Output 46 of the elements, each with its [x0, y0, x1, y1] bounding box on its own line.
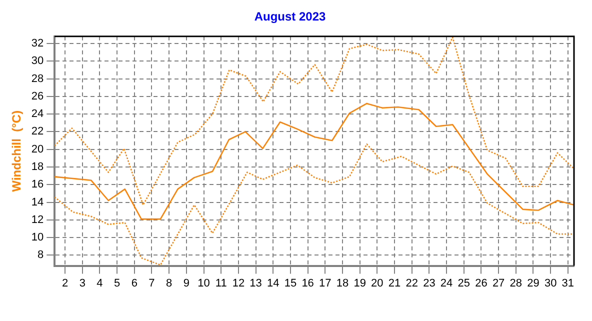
- y-tick-label: 16: [31, 178, 44, 191]
- y-tick-label: 10: [31, 232, 44, 244]
- x-tick-label: 14: [267, 277, 280, 290]
- x-tick-label: 2: [62, 277, 68, 290]
- y-tick-label: 24: [31, 108, 44, 120]
- x-tick-label: 7: [148, 277, 155, 290]
- y-tick-label: 14: [31, 196, 44, 208]
- x-tick-label: 20: [371, 277, 384, 290]
- line-series: [54, 36, 574, 206]
- x-tick-label: 4: [96, 277, 103, 290]
- x-tick-label: 5: [114, 277, 120, 290]
- y-tick-label: 12: [31, 214, 44, 226]
- x-tick-label: 23: [423, 277, 436, 290]
- x-tick-label: 15: [284, 277, 297, 290]
- y-axis-title: Windchill (°C): [10, 110, 24, 192]
- y-tick-label: 28: [31, 72, 44, 85]
- y-tick-label: 8: [38, 249, 44, 262]
- x-tick-label: 3: [79, 277, 86, 290]
- x-tick-label: 17: [319, 277, 332, 290]
- x-tick-label: 8: [166, 277, 172, 290]
- y-tick-label: 20: [31, 143, 44, 156]
- y-tick-label: 26: [31, 90, 44, 102]
- x-tick-label: 10: [198, 277, 210, 290]
- x-tick-label: 26: [475, 277, 488, 290]
- x-tick-label: 18: [336, 277, 349, 290]
- x-tick-label: 16: [302, 277, 314, 290]
- x-tick-label: 11: [215, 277, 227, 290]
- y-tick-label: 32: [31, 37, 44, 50]
- x-tick-label: 28: [510, 277, 522, 290]
- x-tick-label: 9: [183, 277, 190, 290]
- x-tick-label: 29: [527, 277, 540, 290]
- x-tick-label: 22: [406, 277, 418, 290]
- y-tick-label: 22: [31, 126, 44, 138]
- x-tick-label: 31: [562, 277, 574, 290]
- x-tick-label: 21: [388, 277, 401, 290]
- y-tick-label: 30: [31, 55, 44, 68]
- chart-title: August 2023: [254, 10, 326, 24]
- x-tick-label: 13: [250, 277, 262, 290]
- x-tick-label: 27: [492, 277, 505, 290]
- x-tick-label: 25: [458, 277, 470, 290]
- x-tick-label: 6: [131, 277, 138, 290]
- y-tick-label: 18: [31, 161, 44, 174]
- x-tick-label: 24: [440, 277, 453, 290]
- x-tick-label: 12: [232, 277, 245, 290]
- x-tick-label: 19: [354, 277, 366, 290]
- x-tick-label: 30: [544, 277, 557, 290]
